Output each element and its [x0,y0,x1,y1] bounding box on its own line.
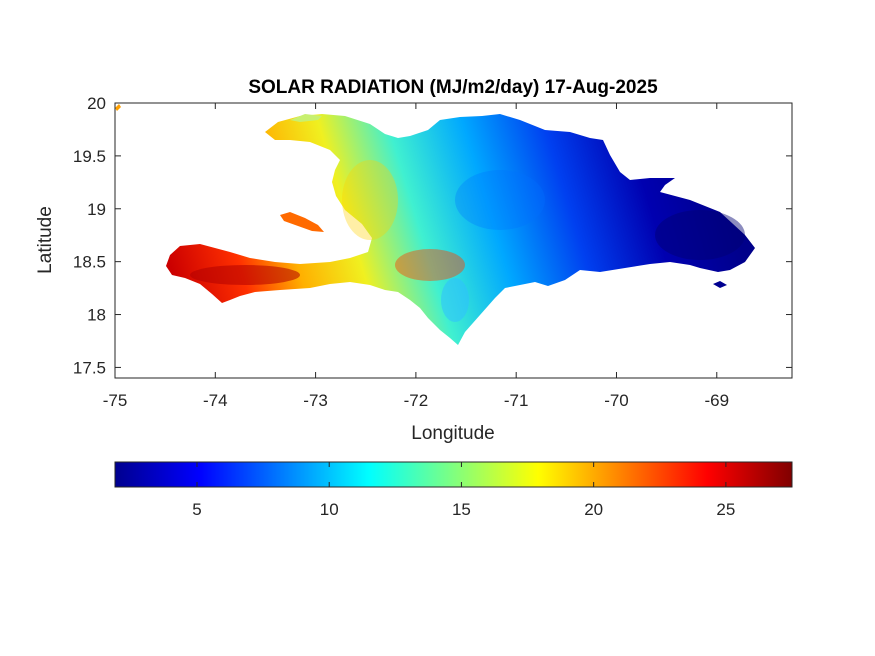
plot-frame [114,102,793,379]
heat-blob-south-peninsula [190,265,300,285]
x-tick-label: -72 [404,391,429,410]
x-tick-label: -70 [604,391,629,410]
cool-blob-barahona [441,278,469,322]
y-tick-label: 18.5 [73,253,106,272]
y-tick-label: 19.5 [73,147,106,166]
colorbar-tick-label: 20 [584,500,603,519]
cool-blob-cordillera [455,170,545,230]
colorbar-tick-label: 5 [192,500,201,519]
saona-island [713,281,727,288]
colorbar: 5 10 15 20 25 [114,461,793,519]
y-tick-label: 19 [87,200,106,219]
colorbar-tick-label: 25 [716,500,735,519]
heatmap-layer [115,104,755,345]
colorbar-ticks: 5 10 15 20 25 [192,462,735,519]
colorbar-tick-label: 15 [452,500,471,519]
x-axis: -75 -74 -73 -72 -71 -70 -69 [103,103,729,410]
plot-area: -75 -74 -73 -72 -71 -70 -69 17.5 18 18.5 19 19.5 20 [73,94,793,410]
y-tick-label: 17.5 [73,358,106,377]
y-tick-label: 18 [87,306,106,325]
y-axis: 17.5 18 18.5 19 19.5 20 [73,94,792,377]
colorbar-gradient [114,461,793,488]
cool-blob-east [655,210,745,260]
x-tick-label: -69 [704,391,729,410]
x-tick-label: -73 [303,391,328,410]
x-tick-label: -74 [203,391,228,410]
heat-blob-enriquillo [395,249,465,281]
chart-title: SOLAR RADIATION (MJ/m2/day) 17-Aug-2025 [248,77,658,98]
tortuga-island [290,114,322,122]
corner-speck [115,104,121,111]
x-tick-label: -71 [504,391,529,410]
y-axis-label: Latitude [35,206,56,274]
x-tick-label: -75 [103,391,128,410]
colorbar-tick-label: 10 [320,500,339,519]
y-tick-label: 20 [87,94,106,113]
gonave-island [280,212,324,232]
x-axis-label: Longitude [411,423,494,444]
hispaniola-landmass [166,114,755,345]
warm-blob-northwest [342,160,398,240]
